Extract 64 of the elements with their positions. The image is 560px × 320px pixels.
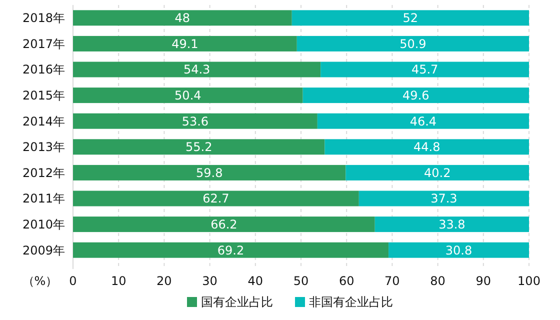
data-label: 66.2 — [210, 218, 238, 232]
bar — [320, 62, 529, 78]
bar — [73, 62, 321, 78]
data-label: 45.7 — [411, 62, 438, 77]
bar — [324, 139, 529, 155]
bar — [388, 242, 529, 258]
x-tick-label: 0 — [69, 274, 77, 288]
bar — [73, 10, 292, 26]
y-tick-label: 2016年 — [22, 62, 65, 77]
x-tick-label: 40 — [248, 274, 264, 288]
x-tick-label: 80 — [430, 274, 446, 288]
data-label: 40.2 — [424, 166, 451, 180]
x-tick-label: 70 — [384, 274, 400, 288]
data-label: 50.9 — [400, 36, 426, 51]
legend-label: 国有企业占比 — [201, 295, 273, 310]
bar — [358, 190, 529, 206]
bar — [73, 242, 389, 258]
bar — [73, 190, 359, 206]
legend-label: 非国有企业占比 — [309, 295, 393, 310]
x-tick-label: 50 — [293, 274, 309, 288]
bar — [302, 88, 529, 104]
bar — [73, 139, 325, 155]
bar — [73, 216, 375, 232]
data-label: 37.3 — [430, 192, 458, 206]
bar — [73, 88, 303, 104]
y-tick-label: 2017年 — [22, 36, 65, 51]
y-tick-label: 2018年 — [22, 11, 65, 26]
y-tick-label: 2010年 — [22, 218, 65, 232]
bar — [73, 36, 297, 52]
y-tick-label: 2014年 — [22, 114, 65, 128]
data-label: 69.2 — [217, 243, 244, 258]
data-label: 46.4 — [410, 114, 437, 128]
data-label: 52 — [402, 11, 418, 26]
bar — [292, 10, 529, 26]
y-tick-label: 2009年 — [22, 243, 65, 258]
y-tick-label: 2012年 — [22, 166, 65, 180]
data-label: 62.7 — [202, 192, 230, 206]
data-label: 59.8 — [196, 166, 223, 180]
x-tick-label: 90 — [476, 274, 492, 288]
y-tick-label: 2011年 — [22, 192, 65, 206]
data-label: 55.2 — [185, 140, 212, 154]
x-tick-label: 60 — [338, 274, 354, 288]
x-tick-label: 100 — [518, 274, 540, 288]
data-label: 49.6 — [402, 88, 430, 102]
x-tick-label: 20 — [156, 274, 172, 288]
x-axis-title: （%） — [22, 274, 58, 288]
data-label: 50.4 — [174, 88, 202, 102]
bar — [73, 113, 318, 129]
data-label: 54.3 — [183, 62, 210, 77]
data-label: 53.6 — [182, 114, 209, 128]
bar — [73, 164, 346, 180]
y-tick-label: 2015年 — [22, 88, 65, 102]
bar — [346, 164, 529, 180]
data-label: 49.1 — [172, 36, 198, 51]
bar — [296, 36, 529, 52]
data-label: 33.8 — [438, 218, 466, 232]
data-label: 44.8 — [413, 140, 440, 154]
data-label: 30.8 — [445, 243, 472, 258]
x-tick-label: 10 — [110, 274, 126, 288]
x-tick-label: 30 — [202, 274, 218, 288]
y-tick-label: 2013年 — [22, 140, 65, 154]
bar — [374, 216, 529, 232]
bar — [317, 113, 529, 129]
data-label: 48 — [174, 11, 190, 26]
